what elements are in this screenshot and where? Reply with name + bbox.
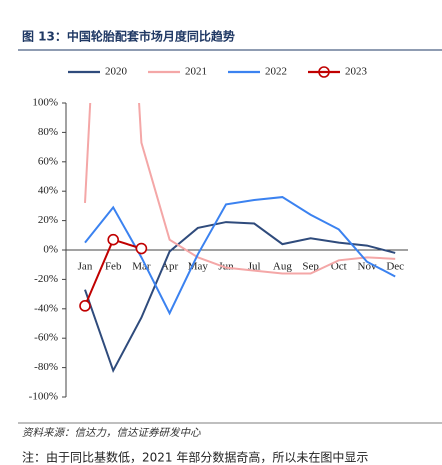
note: 注：由于同比基数低，2021 年部分数据奇高，所以未在图中显示 [22, 450, 368, 465]
x-tick-label: Dec [386, 261, 404, 273]
legend-label: 2021 [185, 66, 207, 78]
plot-area [79, 103, 396, 374]
point-marker [107, 233, 119, 246]
series-line [84, 221, 396, 374]
legend-label: 2022 [265, 66, 287, 78]
series-line [84, 103, 396, 275]
legend-label: 2023 [345, 66, 368, 78]
y-tick-label: 80% [38, 126, 58, 138]
x-tick-label: Jun [218, 261, 234, 273]
y-tick-label: 100% [32, 97, 58, 109]
chart-title: 图 13：中国轮胎配套市场月度同比趋势 [22, 29, 235, 44]
x-tick-label: Jan [78, 261, 93, 273]
x-tick-label: Oct [331, 261, 347, 273]
x-tick-label: Sep [302, 261, 319, 273]
point-marker [135, 242, 148, 255]
x-tick-label: Mar [132, 261, 151, 273]
y-tick-label: 0% [43, 244, 58, 256]
y-tick-label: -60% [34, 332, 58, 344]
y-tick-label: -20% [34, 273, 58, 285]
source: 资料来源：信达力，信达证券研发中心 [22, 427, 201, 439]
y-tick-label: -100% [29, 391, 58, 403]
point-marker [79, 300, 91, 312]
series-line [84, 196, 396, 316]
y-tick-label: 60% [38, 155, 58, 167]
legend-marker [318, 66, 330, 78]
y-tick-label: -40% [34, 302, 58, 314]
x-tick-label: Aug [273, 261, 292, 273]
y-tick-label: -80% [34, 361, 58, 373]
y-tick-label: 20% [38, 214, 58, 226]
y-tick-label: 40% [38, 185, 58, 197]
legend-label: 2020 [105, 66, 128, 78]
x-tick-label: Feb [105, 261, 122, 273]
